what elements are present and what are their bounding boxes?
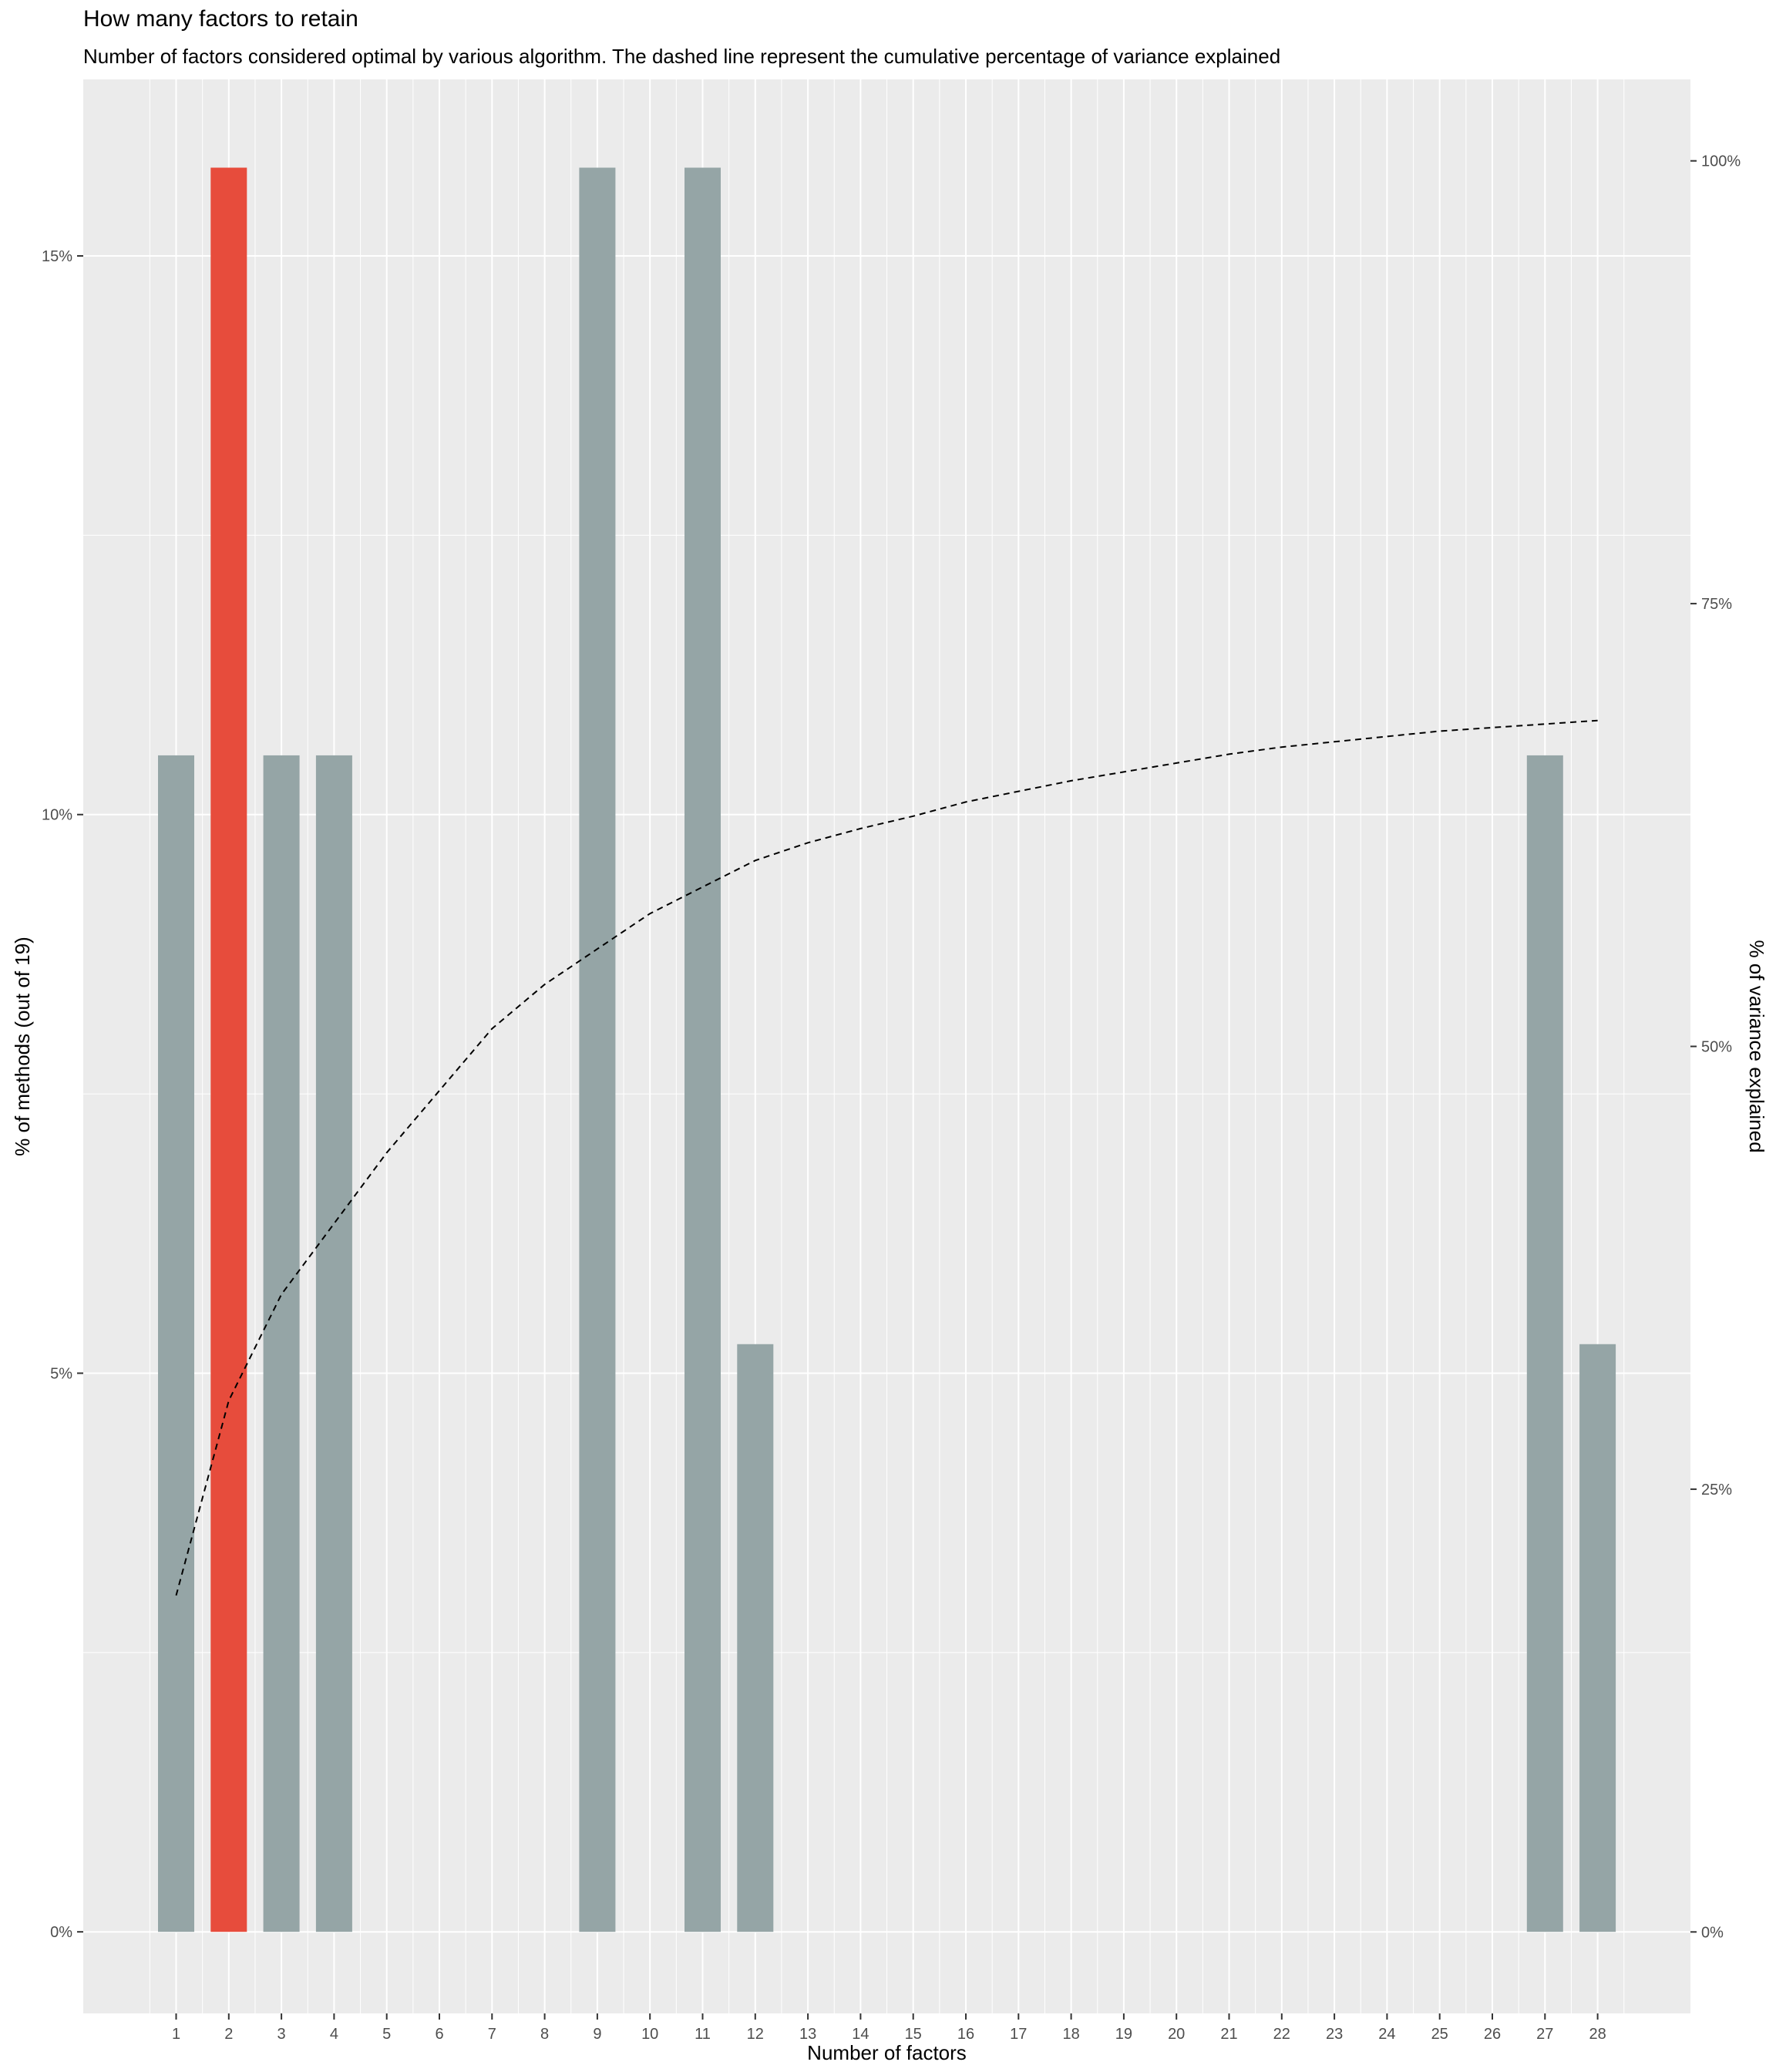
- x-tick-label: 27: [1536, 2026, 1553, 2043]
- y-tick-label: 10%: [42, 807, 72, 824]
- bar-2: [210, 167, 247, 1932]
- x-tick-label: 25: [1431, 2026, 1448, 2043]
- x-tick-label: 14: [852, 2026, 869, 2043]
- x-tick-label: 26: [1484, 2026, 1501, 2043]
- x-tick-label: 2: [224, 2026, 233, 2043]
- y-tick-label: 5%: [50, 1365, 72, 1382]
- bar-12: [737, 1344, 774, 1932]
- y-axis-label: % of methods (out of 19): [11, 937, 34, 1156]
- bars: [158, 167, 1616, 1932]
- y2-tick-label: 0%: [1701, 1924, 1724, 1941]
- y2-tick-label: 75%: [1701, 596, 1732, 613]
- x-tick-label: 11: [695, 2026, 711, 2043]
- cumulative-variance-line: [175, 719, 1598, 1596]
- chart-title: How many factors to retain: [83, 6, 358, 32]
- bar-9: [579, 167, 616, 1932]
- x-tick-label: 12: [747, 2026, 764, 2043]
- axes: 0%5%10%15%0%25%50%75%100%1 2 3 4 5 6 7 8 9 10 11 12…: [42, 153, 1741, 2043]
- chart-subtitle: Number of factors considered optimal by …: [83, 45, 1281, 68]
- x-tick-label: 17: [1010, 2026, 1027, 2043]
- x-tick-label: 28: [1589, 2026, 1606, 2043]
- bar-1: [158, 755, 194, 1932]
- x-tick-label: 6: [435, 2026, 443, 2043]
- x-tick-label: 22: [1273, 2026, 1290, 2043]
- x-tick-label: 1: [172, 2026, 180, 2043]
- y-tick-label: 15%: [42, 248, 72, 265]
- x-tick-label: 10: [641, 2026, 658, 2043]
- bar-3: [263, 755, 300, 1932]
- x-tick-label: 16: [957, 2026, 974, 2043]
- x-tick-label: 15: [905, 2026, 922, 2043]
- bar-11: [684, 167, 721, 1932]
- x-tick-label: 13: [799, 2026, 816, 2043]
- bar-4: [315, 755, 352, 1932]
- x-tick-label: 3: [278, 2026, 286, 2043]
- y2-tick-label: 50%: [1701, 1039, 1732, 1056]
- y2-tick-label: 100%: [1701, 153, 1741, 170]
- x-axis-label: Number of factors: [807, 2041, 967, 2064]
- x-tick-label: 18: [1062, 2026, 1079, 2043]
- x-tick-label: 4: [330, 2026, 338, 2043]
- x-tick-label: 7: [488, 2026, 496, 2043]
- x-tick-label: 23: [1326, 2026, 1343, 2043]
- bar-27: [1526, 755, 1563, 1932]
- y-tick-label: 0%: [50, 1924, 72, 1941]
- x-tick-label: 5: [382, 2026, 391, 2043]
- x-tick-label: 21: [1220, 2026, 1237, 2043]
- x-tick-label: 19: [1115, 2026, 1132, 2043]
- y2-tick-label: 25%: [1701, 1482, 1732, 1498]
- x-tick-label: 24: [1378, 2026, 1395, 2043]
- x-tick-label: 20: [1168, 2026, 1185, 2043]
- bar-28: [1579, 1344, 1616, 1932]
- x-tick-label: 8: [540, 2026, 549, 2043]
- x-tick-label: 9: [593, 2026, 601, 2043]
- y2-axis-label: % of variance explained: [1745, 940, 1768, 1152]
